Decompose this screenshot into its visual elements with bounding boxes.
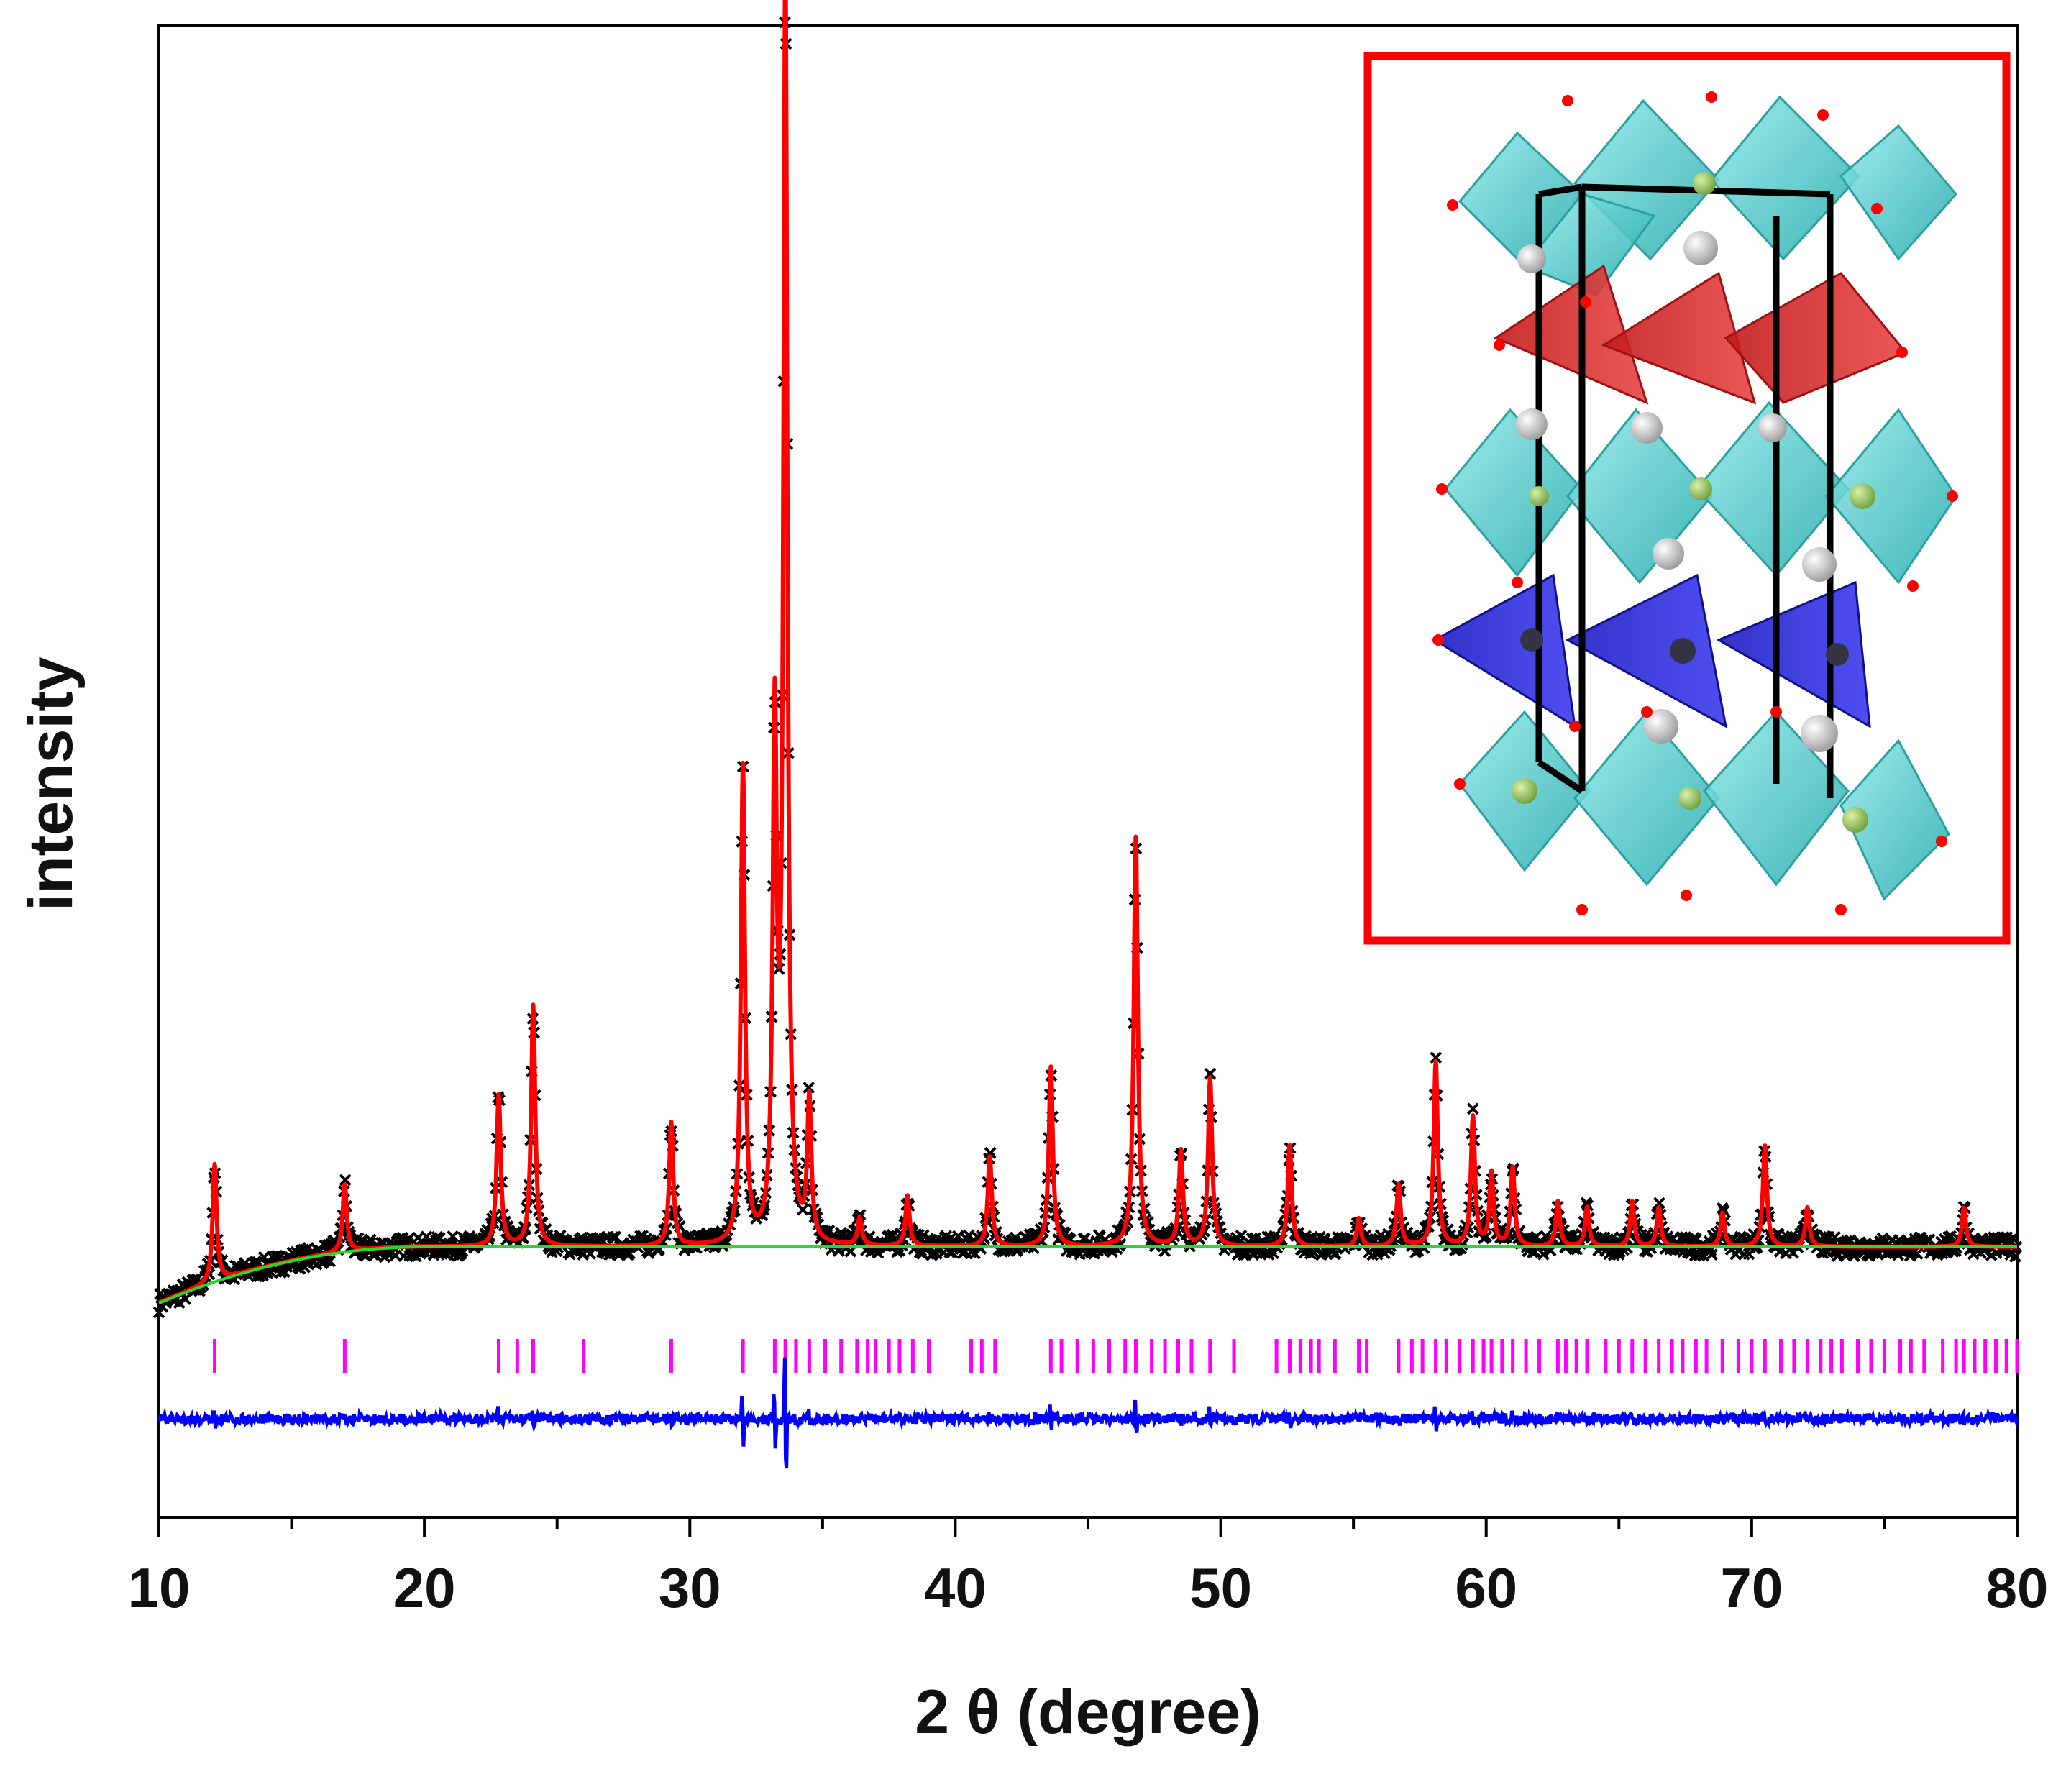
x-tick-label: 60 (1455, 1556, 1517, 1619)
x-tick-label: 80 (1986, 1556, 2049, 1619)
x-tick-label: 10 (128, 1556, 191, 1619)
x-tick-label: 40 (924, 1556, 987, 1619)
x-axis-ticks (157, 1517, 2019, 1537)
y-axis-label: intensity (17, 657, 86, 911)
x-tick-label: 20 (393, 1556, 456, 1619)
x-axis-tick-labels: 10 20 30 40 50 60 70 80 (128, 1556, 2049, 1619)
x-tick-label: 50 (1189, 1556, 1252, 1619)
x-axis-label: 2 θ (degree) (915, 1678, 1261, 1747)
x-tick-label: 70 (1720, 1556, 1783, 1619)
difference-series (157, 1357, 2019, 1469)
background-series (158, 1245, 2017, 1304)
x-tick-label: 30 (659, 1556, 721, 1619)
crystal-structure-inset (1363, 52, 2011, 945)
bragg-ticks (213, 1339, 2019, 1373)
crystal-structure-drawing (1432, 91, 1958, 915)
